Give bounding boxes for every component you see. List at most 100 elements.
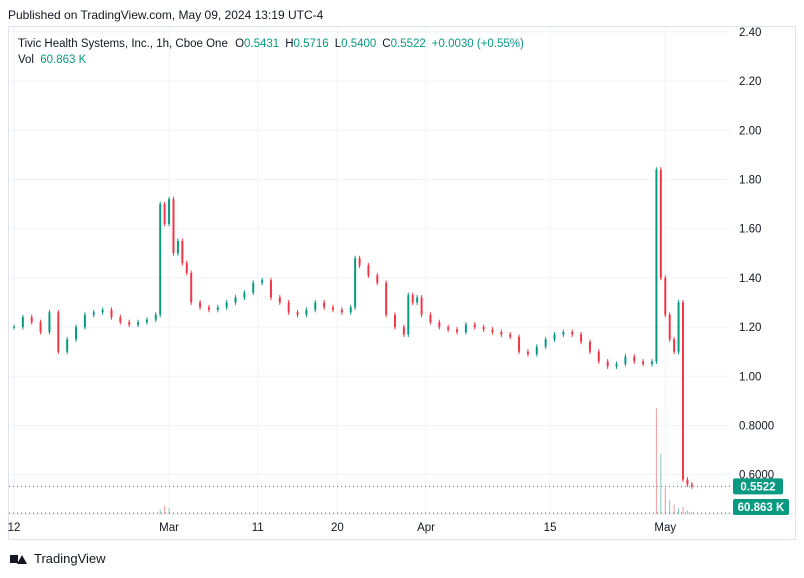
candle-body bbox=[234, 297, 237, 303]
candle-body bbox=[83, 314, 86, 328]
candle-body bbox=[407, 295, 410, 335]
candle-body bbox=[39, 322, 42, 332]
candle-body bbox=[30, 317, 33, 323]
candle-body bbox=[269, 280, 272, 298]
candle-body bbox=[168, 199, 171, 224]
candle-body bbox=[367, 265, 370, 276]
candle-body bbox=[48, 312, 51, 332]
low-value: 0.5400 bbox=[341, 38, 377, 50]
candle-body bbox=[323, 302, 326, 308]
candle-body bbox=[176, 240, 179, 254]
candle-body bbox=[655, 169, 658, 362]
candle-body bbox=[535, 346, 538, 355]
symbol-title[interactable]: Tivic Health Systems, Inc., 1h, Cboe One bbox=[18, 38, 228, 50]
candle-body bbox=[216, 307, 219, 310]
candle-body bbox=[447, 327, 450, 330]
candle-body bbox=[385, 282, 388, 315]
candle-body bbox=[690, 484, 693, 487]
candle-body bbox=[172, 199, 175, 254]
footer: TradingView bbox=[10, 551, 106, 566]
last-price-badge bbox=[733, 478, 783, 495]
candle-body bbox=[163, 204, 166, 224]
candle-body bbox=[243, 292, 246, 298]
x-tick-label: May bbox=[654, 522, 676, 534]
candle-body bbox=[429, 314, 432, 323]
candle-body bbox=[526, 351, 529, 355]
candle-body bbox=[668, 314, 671, 340]
candle-body bbox=[57, 312, 60, 352]
y-tick-label: 1.80 bbox=[739, 174, 761, 186]
candle-body bbox=[650, 361, 653, 364]
candle-body bbox=[633, 356, 636, 362]
candle-body bbox=[509, 334, 512, 337]
candle-body bbox=[21, 317, 24, 328]
change-value: +0.0030 (+0.55%) bbox=[431, 38, 524, 50]
candle-body bbox=[190, 272, 193, 303]
footer-brand[interactable]: TradingView bbox=[34, 551, 106, 566]
candle-body bbox=[128, 322, 131, 325]
candle-body bbox=[664, 277, 667, 315]
y-tick-label: 2.40 bbox=[739, 27, 761, 39]
candle-body bbox=[185, 263, 188, 273]
candle-body bbox=[544, 339, 547, 347]
candle-body bbox=[491, 329, 494, 332]
candle-body bbox=[677, 302, 680, 352]
candle-body bbox=[13, 327, 15, 329]
candle-body bbox=[119, 317, 122, 323]
tradingview-logo-icon bbox=[10, 553, 28, 565]
candle-body bbox=[305, 309, 308, 315]
x-tick-label: 15 bbox=[544, 522, 557, 534]
candle-body bbox=[278, 297, 281, 303]
candle-body bbox=[110, 309, 113, 318]
x-tick-label: Mar bbox=[159, 522, 179, 534]
y-tick-label: 1.40 bbox=[739, 273, 761, 285]
candle-body bbox=[482, 327, 485, 330]
y-tick-label: 1.20 bbox=[739, 322, 761, 334]
candle-body bbox=[199, 302, 202, 308]
candle-body bbox=[606, 361, 609, 367]
candle-body bbox=[92, 312, 95, 315]
chart-legend: Tivic Health Systems, Inc., 1h, Cboe One… bbox=[18, 36, 524, 68]
candle-body bbox=[464, 324, 467, 332]
chart-frame[interactable] bbox=[8, 26, 796, 540]
last-volume-badge bbox=[733, 499, 789, 515]
time-axis: 12 Mar 11 20 Apr 15 May bbox=[8, 513, 796, 534]
y-tick-label: 1.60 bbox=[739, 224, 761, 236]
candle-body bbox=[673, 339, 676, 352]
open-value: 0.5431 bbox=[244, 38, 280, 50]
candle-body bbox=[207, 307, 210, 310]
candles bbox=[13, 167, 693, 489]
candle-body bbox=[145, 319, 148, 323]
candle-body bbox=[553, 334, 556, 340]
candle-body bbox=[252, 282, 255, 293]
y-tick-label: 2.00 bbox=[739, 125, 761, 137]
candle-body bbox=[597, 351, 600, 362]
candle-body bbox=[358, 258, 361, 266]
price-axis: 2.402.202.001.801.601.401.201.000.80000.… bbox=[739, 27, 774, 482]
close-label: C bbox=[382, 38, 391, 50]
candle-body bbox=[75, 327, 78, 340]
grid-lines bbox=[9, 27, 730, 514]
y-tick-label: 0.8000 bbox=[739, 420, 774, 432]
close-value: 0.5522 bbox=[390, 38, 426, 50]
candle-body bbox=[66, 339, 69, 352]
y-tick-label: 1.00 bbox=[739, 371, 761, 383]
open-label: O bbox=[235, 38, 245, 50]
candle-body bbox=[420, 297, 423, 315]
candle-body bbox=[624, 356, 627, 364]
candle-body bbox=[349, 307, 352, 313]
x-tick-label: Apr bbox=[417, 522, 435, 534]
candle-body bbox=[562, 331, 565, 335]
candle-body bbox=[473, 324, 476, 328]
candle-body bbox=[331, 307, 334, 310]
candle-body bbox=[340, 309, 343, 313]
candle-body bbox=[518, 336, 521, 352]
candle-body bbox=[438, 322, 441, 328]
volume-value: 60.863 K bbox=[40, 54, 87, 66]
candle-body bbox=[287, 302, 290, 313]
candle-body bbox=[615, 363, 618, 367]
candle-body bbox=[394, 314, 397, 328]
high-label: H bbox=[285, 38, 294, 50]
candle-body bbox=[456, 329, 459, 332]
